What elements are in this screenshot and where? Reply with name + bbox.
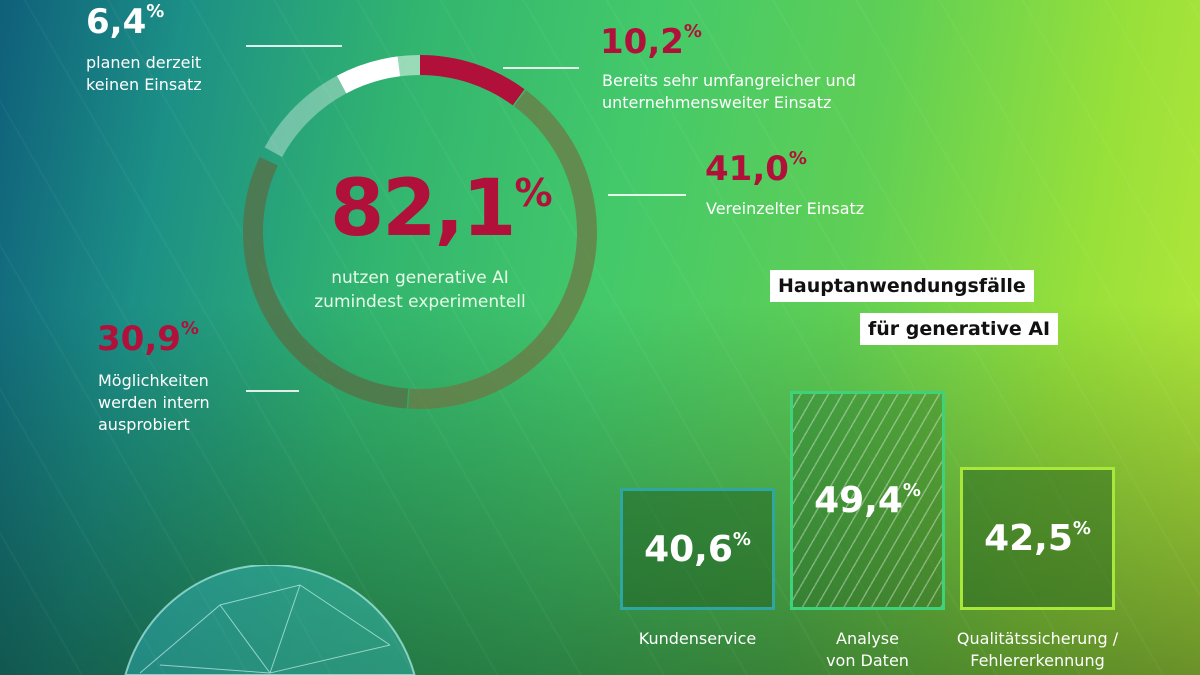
donut-segment bbox=[419, 55, 525, 106]
bar-value-label: 40,6% bbox=[644, 528, 751, 570]
segment-value: 6,4% bbox=[86, 1, 165, 42]
donut-segment bbox=[243, 157, 409, 409]
segment-value: 30,9% bbox=[97, 318, 199, 359]
bar-value-label: 49,4% bbox=[814, 479, 921, 521]
bar: 42,5% bbox=[960, 467, 1115, 610]
donut-segment bbox=[408, 90, 597, 409]
segment-label: planen derzeit keinen Einsatz bbox=[86, 53, 202, 94]
leader-line bbox=[503, 67, 579, 69]
leader-line bbox=[246, 45, 342, 47]
globe-decoration bbox=[124, 565, 416, 675]
center-label: nutzen generative AI zumindest experimen… bbox=[314, 268, 526, 312]
bar-chart-title: für generative AI bbox=[860, 313, 1059, 345]
bar-chart-title: Hauptanwendungsfälle bbox=[770, 270, 1034, 302]
bar-category-label: Kundenservice bbox=[638, 629, 757, 648]
segment-value: 10,2% bbox=[600, 21, 702, 62]
bar-value-label: 42,5% bbox=[984, 518, 1091, 560]
donut-segment bbox=[336, 56, 401, 94]
donut-segment-rest bbox=[264, 75, 347, 158]
bar: 40,6% bbox=[620, 488, 775, 610]
bar-category-label: Qualitätssicherung / Fehlererkennung bbox=[956, 629, 1119, 670]
leader-line bbox=[246, 390, 299, 392]
leader-line bbox=[608, 194, 686, 196]
segment-label: Möglichkeiten werden intern ausprobiert bbox=[98, 371, 210, 434]
bar-category-label: Analyse von Daten bbox=[826, 629, 909, 670]
donut-segment-rest bbox=[397, 55, 421, 77]
segment-label: Vereinzelter Einsatz bbox=[706, 199, 865, 218]
segment-value: 41,0% bbox=[705, 148, 807, 189]
center-value: 82,1% bbox=[330, 164, 553, 254]
bar: 49,4% bbox=[790, 390, 945, 610]
segment-label: Bereits sehr umfangreicher und unternehm… bbox=[602, 71, 856, 112]
